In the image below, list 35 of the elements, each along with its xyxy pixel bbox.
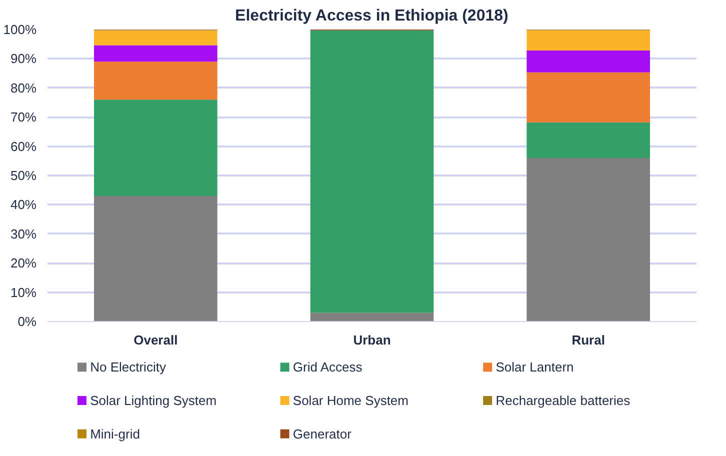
legend-label: Rechargeable batteries (496, 393, 631, 408)
y-tick-label: 0% (18, 314, 37, 329)
y-tick-label: 30% (10, 226, 37, 242)
bar (94, 196, 218, 322)
bar (526, 122, 650, 158)
y-tick-label: 100% (3, 22, 37, 37)
bar (526, 158, 650, 322)
legend-label: No Electricity (90, 360, 166, 375)
legend-label: Solar Home System (292, 393, 408, 408)
y-tick-label: 20% (10, 256, 37, 271)
y-tick-label: 50% (10, 168, 37, 183)
y-tick-label: 90% (10, 51, 37, 66)
x-tick-label: Overall (134, 332, 178, 348)
bar (526, 30, 650, 51)
bar (94, 100, 218, 196)
x-tick-label: Rural (572, 332, 605, 348)
legend-label: Generator (292, 426, 352, 442)
y-tick-label: 60% (10, 138, 37, 154)
y-tick-label: 40% (10, 197, 37, 212)
legend-label: Solar Lantern (496, 360, 574, 375)
x-tick-label: Urban (353, 332, 391, 348)
bar (94, 45, 218, 62)
legend-label: Grid Access (292, 360, 363, 375)
bar (94, 62, 218, 100)
bar (526, 50, 650, 72)
chart-title: Electricity Access in Ethiopia (2018) (235, 8, 508, 24)
bar (310, 30, 434, 313)
bar (310, 312, 434, 322)
bar (526, 72, 650, 122)
y-tick-label: 10% (10, 284, 37, 300)
y-tick-label: 70% (10, 110, 37, 125)
legend-label: Solar Lighting System (90, 393, 217, 408)
y-tick-label: 80% (10, 80, 37, 96)
bar (94, 30, 218, 46)
legend-label: Mini-grid (90, 426, 140, 442)
